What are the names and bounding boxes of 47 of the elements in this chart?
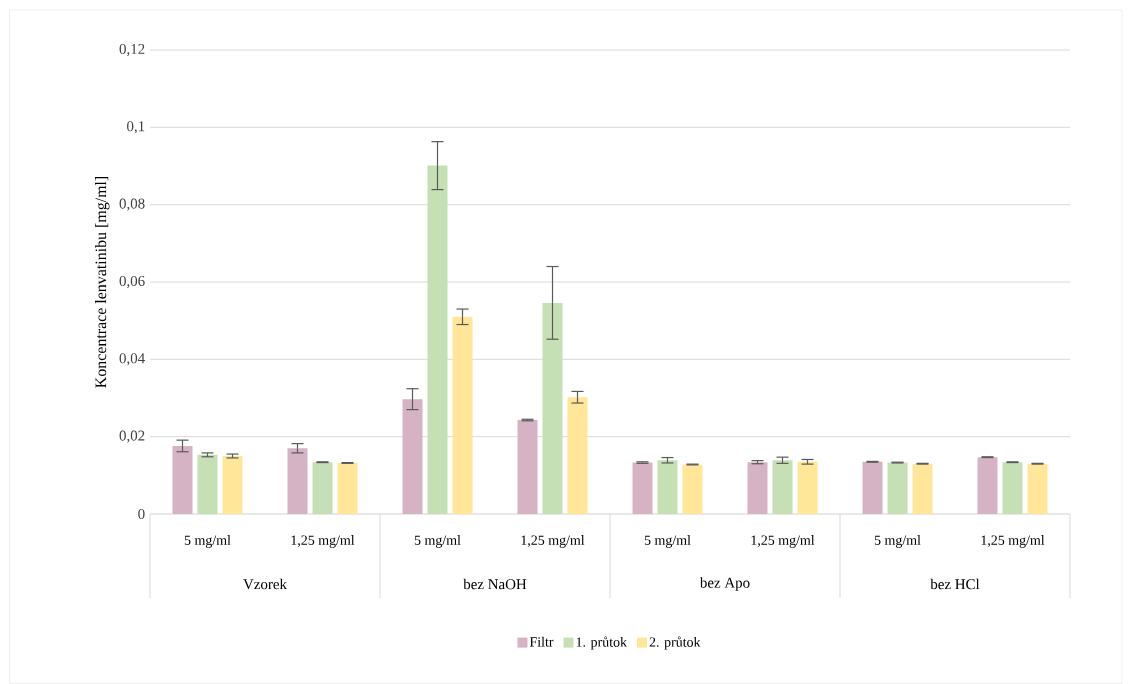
bar bbox=[887, 462, 908, 514]
legend-label: 2. průtok bbox=[649, 636, 701, 650]
bar bbox=[402, 399, 423, 514]
x-tick-label: 1,25 mg/ml bbox=[981, 535, 1045, 548]
bar bbox=[912, 463, 933, 514]
text: Vzorek bbox=[243, 578, 287, 590]
y-tick-label: 0,04 bbox=[119, 353, 145, 366]
bar bbox=[977, 457, 998, 514]
bar bbox=[567, 397, 588, 514]
bar bbox=[862, 461, 883, 514]
x-tick-label: 1,25 mg/ml bbox=[291, 535, 355, 548]
legend-label: 1. průtok bbox=[576, 636, 628, 650]
bar bbox=[747, 462, 768, 514]
bar bbox=[427, 165, 448, 514]
bar bbox=[542, 302, 563, 514]
bar bbox=[197, 454, 218, 514]
text: bez Apo bbox=[699, 577, 750, 591]
x-tick-label: 5 mg/ml bbox=[644, 535, 691, 548]
bar bbox=[657, 460, 678, 514]
bar bbox=[452, 316, 473, 514]
bar bbox=[312, 462, 333, 514]
x-tick-label: 5 mg/ml bbox=[414, 535, 461, 548]
bar bbox=[337, 462, 358, 514]
bar bbox=[1027, 463, 1048, 514]
bar bbox=[772, 460, 793, 514]
bar bbox=[287, 448, 308, 514]
bar bbox=[222, 456, 243, 514]
bar bbox=[682, 464, 703, 514]
bar bbox=[172, 445, 193, 514]
bar bbox=[517, 420, 538, 514]
y-tick-label: 0,02 bbox=[119, 430, 145, 443]
y-tick-label: 0 bbox=[138, 508, 145, 520]
legend-label: Filtr bbox=[529, 636, 554, 647]
y-axis-title: Koncentrace lenvatinibu [mg/ml] bbox=[95, 176, 110, 388]
bar bbox=[632, 462, 653, 514]
x-tick-label: 1,25 mg/ml bbox=[521, 535, 585, 548]
y-tick-label: 0,08 bbox=[119, 198, 145, 211]
y-tick-label: 0,12 bbox=[119, 43, 145, 57]
bar bbox=[797, 461, 818, 514]
text: bez HCl bbox=[930, 578, 980, 590]
bar bbox=[1002, 462, 1023, 514]
y-tick-label: 0,06 bbox=[119, 275, 145, 289]
text: bez NaOH bbox=[463, 578, 527, 590]
x-tick-label: 5 mg/ml bbox=[874, 535, 921, 548]
x-tick-label: 1,25 mg/ml bbox=[751, 535, 815, 548]
x-tick-label: 5 mg/ml bbox=[184, 535, 231, 548]
y-tick-label: 0,1 bbox=[127, 121, 145, 134]
